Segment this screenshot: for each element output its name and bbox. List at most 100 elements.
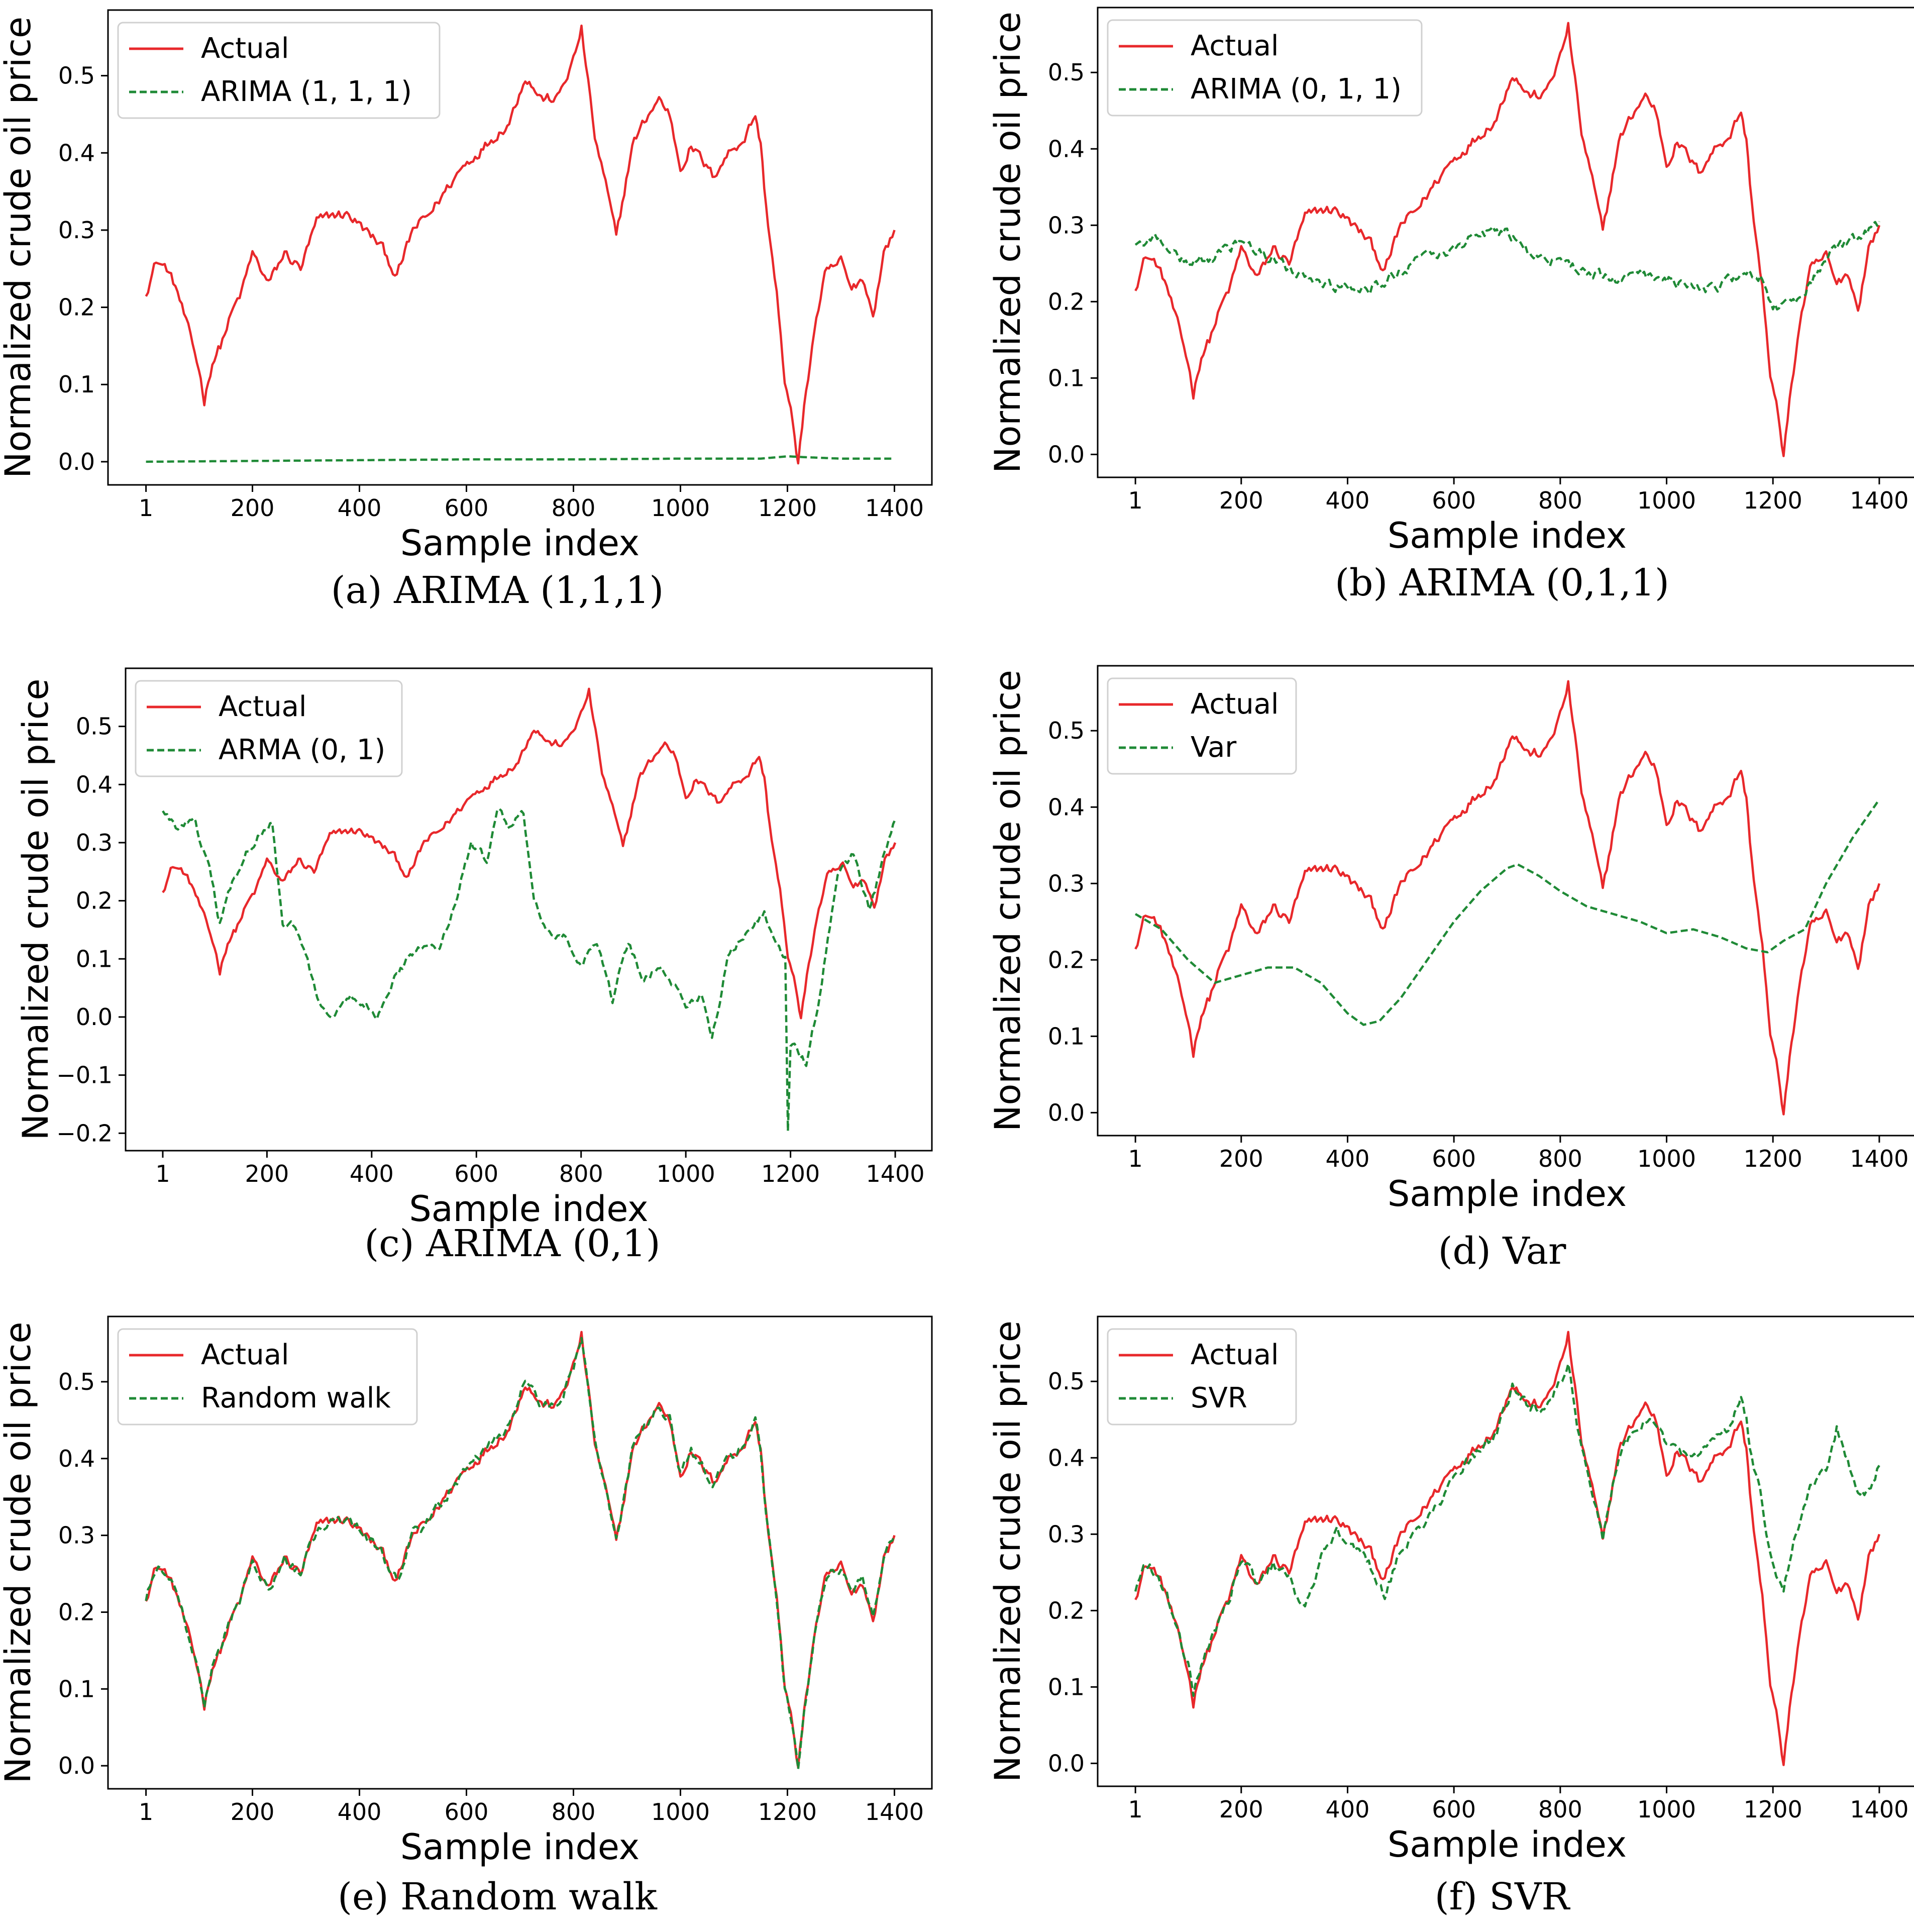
x-tick-label: 1200: [1744, 487, 1802, 514]
x-tick-label: 1000: [1637, 487, 1696, 514]
y-tick-label: 0.5: [1048, 717, 1085, 744]
x-tick-label: 400: [350, 1160, 394, 1187]
legend-label: ARIMA (1, 1, 1): [201, 75, 412, 108]
y-tick-label: 0.0: [1048, 441, 1085, 468]
legend-label: ARMA (0, 1): [219, 734, 385, 766]
x-tick-label: 1200: [1744, 1145, 1802, 1172]
chart-caption: (b) ARIMA (0,1,1): [1335, 561, 1669, 604]
y-tick-label: 0.3: [1048, 1520, 1085, 1548]
x-tick-label: 1400: [1850, 487, 1908, 514]
series-line-actual: [162, 687, 897, 1020]
y-tick-label: −0.2: [56, 1120, 113, 1147]
legend-box: [135, 680, 403, 777]
chart-b: 1 200 400 600 800 1000 1200 14000.00.10.20.30.4…: [987, 7, 1914, 604]
y-tick-label: 0.2: [58, 294, 95, 321]
plot-frame: [107, 1315, 933, 1790]
y-tick-label: 0.5: [76, 713, 113, 740]
chart-caption: (a) ARIMA (1,1,1): [331, 569, 664, 612]
x-tick-label: 1400: [865, 494, 924, 522]
x-tick-label: 1400: [865, 1798, 924, 1825]
legend-label: Var: [1191, 731, 1237, 764]
y-tick-label: 0.4: [1048, 135, 1085, 162]
y-tick-label: 0.2: [1048, 1597, 1085, 1624]
series-line-model: [162, 807, 897, 1133]
x-tick-label: 1: [1128, 1796, 1143, 1823]
y-tick-label: 0.0: [58, 448, 95, 475]
chart-d: 1 200 400 600 800 1000 1200 14000.00.10.20.30.4…: [987, 665, 1914, 1273]
y-tick-label: 0.1: [58, 1675, 95, 1702]
x-axis-label: Sample index: [409, 1188, 648, 1230]
y-tick-label: 0.2: [76, 887, 113, 914]
series-line-actual: [145, 24, 896, 465]
x-tick-label: 200: [1219, 1796, 1263, 1823]
x-tick-label: 1400: [866, 1160, 925, 1187]
y-tick-label: 0.4: [58, 1445, 95, 1472]
y-axis-label: Normalized crude oil price: [987, 670, 1028, 1132]
y-tick-label: 0.5: [58, 1368, 95, 1395]
x-tick-label: 600: [445, 494, 489, 522]
legend-box: [1107, 19, 1423, 117]
x-tick-label: 800: [552, 1798, 596, 1825]
x-tick-label: 400: [1326, 487, 1370, 514]
chart-f: 1 200 400 600 800 1000 1200 14000.00.10.20.30.4…: [987, 1315, 1914, 1918]
x-tick-label: 400: [338, 1798, 382, 1825]
x-tick-label: 1000: [651, 494, 710, 522]
legend-label: Actual: [201, 1339, 289, 1371]
y-axis-label: Normalized crude oil price: [987, 1320, 1028, 1782]
y-tick-label: 0.1: [58, 371, 95, 398]
plot-frame: [1097, 665, 1914, 1137]
x-tick-label: 600: [454, 1160, 498, 1187]
plot-frame: [107, 9, 933, 486]
x-tick-label: 200: [231, 1798, 275, 1825]
legend-label: Actual: [1191, 1339, 1279, 1371]
x-tick-label: 800: [559, 1160, 603, 1187]
x-tick-label: 200: [1219, 487, 1263, 514]
y-tick-label: −0.1: [56, 1062, 113, 1089]
chart-e: 1 200 400 600 800 1000 1200 14000.00.10.20.30.4…: [0, 1315, 933, 1918]
legend-label: Actual: [219, 690, 306, 723]
x-tick-label: 1: [155, 1160, 170, 1187]
x-tick-label: 600: [445, 1798, 489, 1825]
x-tick-label: 1400: [1850, 1145, 1908, 1172]
series-line-model: [146, 455, 895, 463]
series-line-actual: [1134, 680, 1881, 1115]
x-axis-label: Sample index: [1388, 1824, 1627, 1865]
series-line-model: [145, 1337, 896, 1770]
plot-frame: [1097, 7, 1914, 478]
x-tick-label: 1: [1128, 1145, 1143, 1172]
x-tick-label: 600: [1432, 1145, 1476, 1172]
y-axis-label: Normalized crude oil price: [0, 17, 39, 478]
series-line-actual: [1134, 22, 1881, 457]
chart-caption: (f) SVR: [1435, 1875, 1571, 1918]
y-tick-label: 0.0: [76, 1003, 113, 1031]
x-tick-label: 1000: [651, 1798, 710, 1825]
x-tick-label: 1: [139, 1798, 153, 1825]
legend-label: Actual: [201, 32, 289, 65]
y-axis-label: Normalized crude oil price: [15, 679, 56, 1141]
y-tick-label: 0.4: [76, 771, 113, 798]
chart-caption: (d) Var: [1438, 1230, 1566, 1273]
legend-box: [1107, 1328, 1297, 1426]
x-tick-label: 1000: [1637, 1796, 1696, 1823]
x-tick-label: 400: [338, 494, 382, 522]
y-axis-label: Normalized crude oil price: [987, 12, 1028, 473]
y-tick-label: 0.2: [1048, 946, 1085, 973]
y-tick-label: 0.3: [58, 1522, 95, 1549]
x-tick-label: 200: [231, 494, 275, 522]
series-line-actual: [1134, 1331, 1881, 1766]
legend-box: [117, 22, 441, 119]
x-tick-label: 1200: [1744, 1796, 1802, 1823]
x-tick-label: 1200: [758, 494, 817, 522]
y-tick-label: 0.1: [1048, 1023, 1085, 1050]
x-tick-label: 800: [1538, 1145, 1582, 1172]
y-tick-label: 0.4: [58, 139, 95, 166]
x-tick-label: 1400: [1850, 1796, 1908, 1823]
x-tick-label: 600: [1432, 1796, 1476, 1823]
series-line-model: [1134, 798, 1880, 1026]
x-tick-label: 200: [245, 1160, 289, 1187]
x-tick-label: 1200: [761, 1160, 820, 1187]
legend-label: Actual: [1191, 30, 1279, 62]
x-tick-label: 800: [1538, 487, 1582, 514]
x-tick-label: 1: [1128, 487, 1143, 514]
y-tick-label: 0.5: [1048, 1368, 1085, 1395]
